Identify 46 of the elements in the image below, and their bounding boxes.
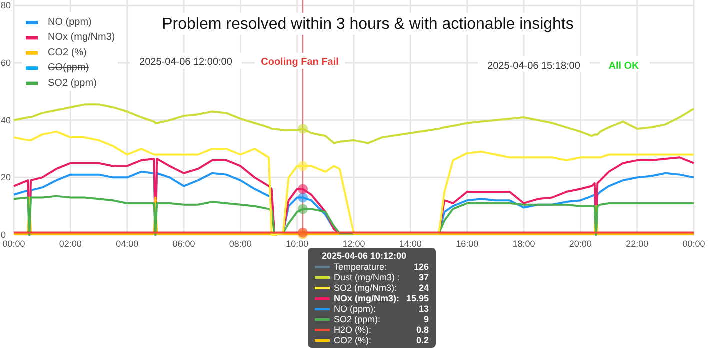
x-tick-label: 20:00 [569,239,592,249]
text: 37 [418,272,429,282]
legend-label: NOx (mg/Nm3) [48,32,116,44]
x-tick-label: 18:00 [512,239,536,249]
y-tick-label: 80 [1,0,12,11]
x-tick-label: 06:00 [172,239,196,249]
text: NOx (mg/Nm3): [334,294,400,304]
legend-label: CO2 (%) [48,47,87,58]
annotation: All OK [608,61,640,72]
y-tick-label: 60 [1,58,12,68]
y-tick-label: 0 [1,230,6,240]
legend-label: NO (ppm) [48,17,92,28]
x-tick-label: 22:00 [626,239,649,249]
text: SO2 (mg/Nm3): [334,283,398,293]
text: Temperature: [334,262,388,272]
x-tick-label: 16:00 [456,239,479,249]
text: 9 [424,314,429,324]
text: 15.95 [406,294,429,304]
text: 13 [418,304,429,314]
text: 126 [414,262,429,272]
text: SO2 (ppm): [334,314,381,324]
x-tick-label: 00:00 [682,239,706,249]
y-tick-label: 40 [1,115,12,126]
legend-label: CO(ppm) [48,62,90,74]
x-tick-label: 02:00 [59,239,82,249]
annotation: Cooling Fan Fail [261,57,340,68]
line-series [13,104,695,144]
x-tick-label: 08:00 [229,239,252,249]
x-tick-label: 12:00 [342,239,366,249]
annotation: 2025-04-06 15:18:00 [488,61,581,72]
annotation: 2025-04-06 12:00:00 [140,57,233,68]
text: CO2 (%): [334,336,372,346]
x-tick-label: 04:00 [116,239,139,249]
legend-label: SO2 (ppm) [48,78,97,89]
y-tick-label: 20 [1,172,12,183]
x-tick-label: 10:00 [286,239,309,249]
text: 24 [418,283,429,293]
text: Problem resolved within 3 hours & with actionable insights [162,16,574,33]
x-tick-label: 00:00 [2,239,26,249]
text: H2O (%): [334,325,372,335]
text: NO (ppm): [334,304,376,314]
text: 2025-04-06 10:12:00 [322,251,407,261]
text: 0.8 [416,325,429,335]
text: 0.2 [416,336,429,346]
text: Dust (mg/Nm3) : [334,272,400,282]
x-tick-label: 14:00 [399,239,422,249]
